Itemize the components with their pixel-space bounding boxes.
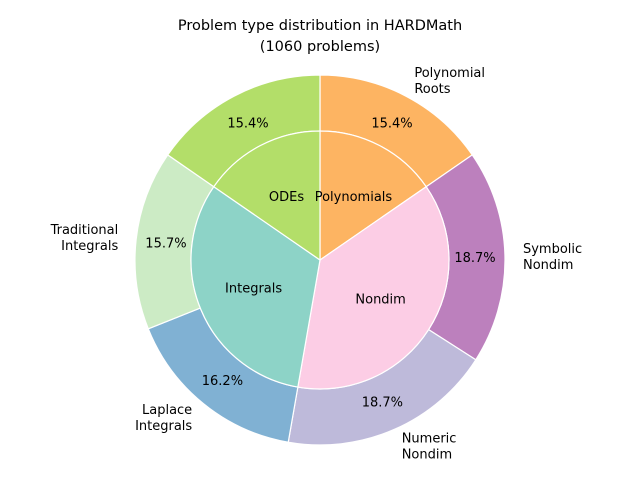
outer-pct-4: 15.7% bbox=[145, 236, 186, 251]
chart-title: Problem type distribution in HARDMath bbox=[178, 18, 462, 34]
inner-label-0: Polynomials bbox=[315, 190, 393, 205]
inner-ring bbox=[190, 130, 450, 390]
chart-labels: Polynomial Roots 15.4% Symbolic Nondim 18.7% N… bbox=[50, 66, 583, 463]
outer-label-2: Numeric Nondim bbox=[402, 431, 457, 462]
inner-label-2: Integrals bbox=[225, 281, 282, 296]
inner-label-3: ODEs bbox=[269, 190, 304, 205]
chart-subtitle: (1060 problems) bbox=[260, 39, 380, 55]
outer-pct-5: 15.4% bbox=[227, 116, 268, 131]
outer-pct-3: 16.2% bbox=[202, 374, 243, 389]
inner-label-1: Nondim bbox=[355, 292, 405, 307]
inner-slice-2 bbox=[190, 185, 321, 388]
outer-label-1: Symbolic Nondim bbox=[523, 242, 582, 273]
inner-slice-1 bbox=[297, 185, 450, 390]
outer-pct-1: 18.7% bbox=[454, 251, 495, 266]
inner-slice-3 bbox=[213, 130, 321, 262]
outer-label-4: Traditional Integrals bbox=[50, 223, 119, 254]
outer-label-0: Polynomial Roots bbox=[414, 66, 485, 97]
outer-ring bbox=[134, 74, 506, 446]
outer-pct-0: 15.4% bbox=[371, 116, 412, 131]
outer-pct-2: 18.7% bbox=[362, 395, 403, 410]
outer-label-3: Laplace Integrals bbox=[135, 403, 192, 434]
